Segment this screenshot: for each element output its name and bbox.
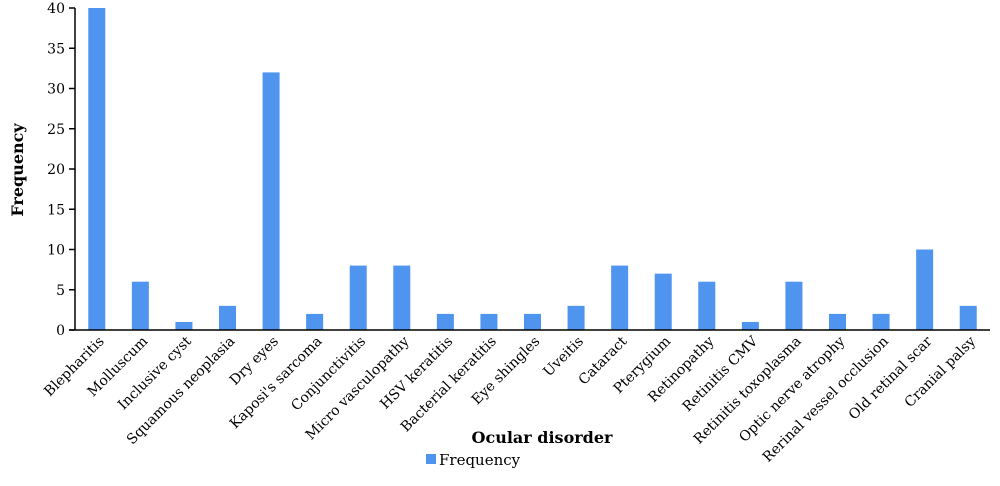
legend-swatch — [426, 454, 436, 464]
y-tick-label: 20 — [47, 162, 65, 178]
y-axis-title: Frequency — [8, 123, 27, 217]
bar — [88, 8, 106, 330]
bar — [219, 305, 236, 330]
y-tick-label: 30 — [47, 82, 65, 98]
bar — [698, 281, 716, 330]
y-tick-label: 25 — [47, 122, 65, 138]
y-tick-label: 15 — [47, 202, 65, 218]
y-tick-label: 40 — [47, 1, 65, 17]
bar — [916, 249, 934, 330]
x-category-label: Conjunctivitis — [288, 334, 369, 415]
bar — [959, 305, 977, 330]
legend: Frequency — [426, 451, 521, 469]
bar — [393, 265, 411, 330]
y-axis-ticks: 0 5 10 15 20 25 30 35 40 — [47, 1, 75, 339]
bar — [524, 313, 541, 330]
bar — [262, 72, 280, 331]
bar — [611, 265, 629, 330]
bars — [88, 8, 977, 331]
bar — [306, 313, 324, 330]
bar — [829, 313, 846, 330]
legend-label: Frequency — [439, 451, 521, 469]
bar — [654, 273, 672, 330]
y-tick-label: 35 — [47, 41, 65, 57]
bar — [480, 313, 498, 330]
bar — [131, 281, 149, 330]
bar — [785, 281, 803, 330]
bar — [175, 321, 193, 330]
y-tick-label: 10 — [47, 243, 65, 259]
bar — [872, 313, 890, 330]
bar — [741, 321, 759, 330]
bar — [436, 313, 454, 330]
bar — [567, 305, 585, 330]
x-axis-title: Ocular disorder — [472, 428, 614, 447]
x-category-label: Retinitis CMV — [680, 333, 762, 415]
bar — [349, 265, 367, 330]
y-tick-label: 5 — [56, 283, 65, 299]
y-tick-label: 0 — [56, 323, 65, 339]
